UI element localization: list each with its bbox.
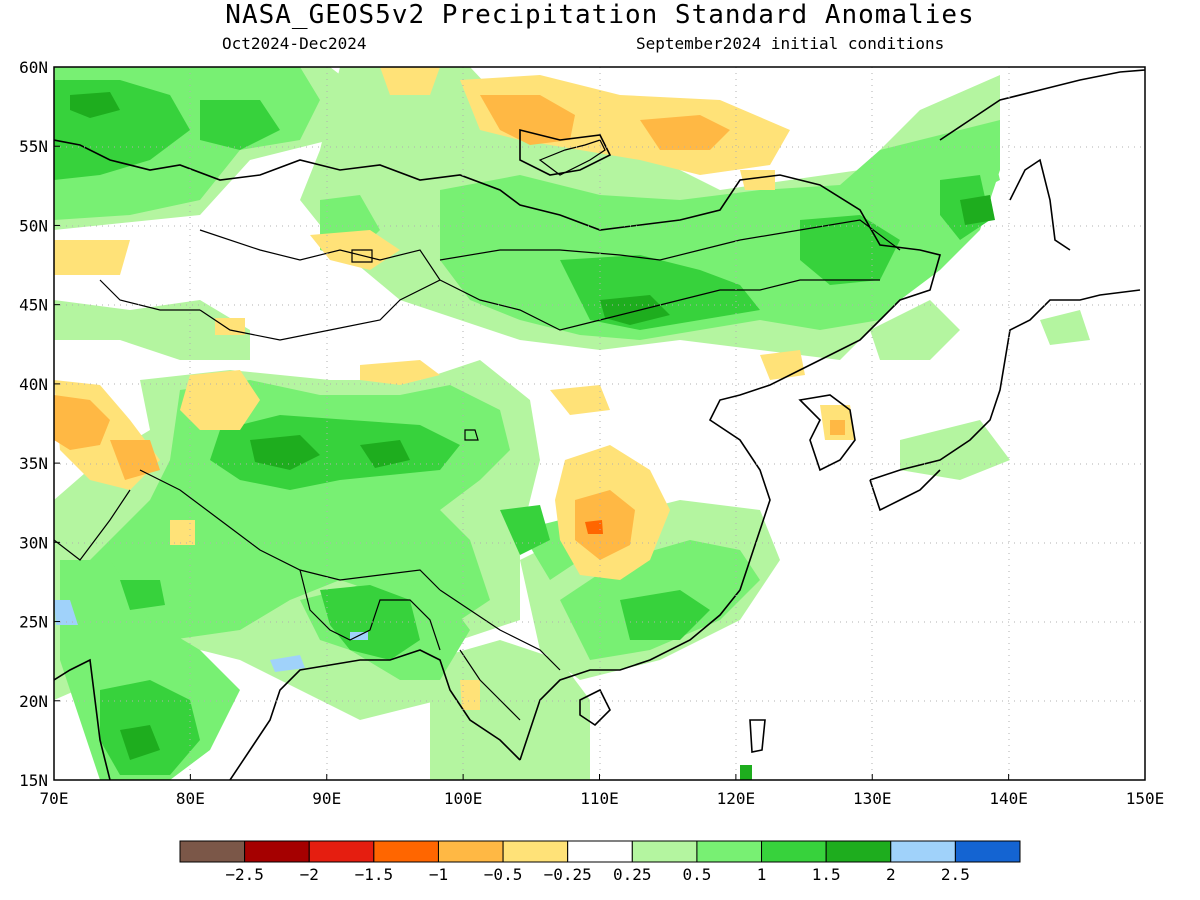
colorbar-swatch [761,840,827,863]
lat-tick-label: 40N [19,375,48,394]
colorbar-swatch [308,840,375,863]
colorbar-label: 0.25 [613,865,652,884]
colorbar-label: 0.5 [682,865,711,884]
colorbar-swatch [954,840,1021,863]
colorbar-label: −1.5 [355,865,394,884]
lat-tick-label: 60N [19,58,48,77]
anomaly-field [54,67,1145,780]
colorbar [179,840,1021,863]
colorbar-label: −2 [300,865,319,884]
lon-tick-label: 120E [717,789,756,808]
lakes [351,139,606,441]
lon-tick-label: 70E [40,789,69,808]
lon-tick-label: 80E [176,789,205,808]
coastlines [54,69,1145,780]
colorbar-swatch [890,840,956,863]
lat-tick-label: 25N [19,613,48,632]
colorbar-swatch [373,840,439,863]
lon-tick-label: 100E [444,789,483,808]
forecast-period: Oct2024-Dec2024 [222,34,367,53]
lon-tick-label: 110E [580,789,619,808]
map-title: NASA_GEOS5v2 Precipitation Standard Anom… [225,0,975,30]
anomaly-neg-0.5-1 [54,95,845,560]
anomaly-2-2.5 [54,600,368,672]
anomaly-1-1.5 [54,80,990,775]
colorbar-label: −0.5 [484,865,523,884]
colorbar-swatch [696,840,763,863]
anomaly-neg-1-1.5 [585,520,603,534]
lon-tick-label: 140E [989,789,1028,808]
colorbar-swatch [825,840,892,863]
lat-tick-label: 55N [19,137,48,156]
lat-tick-label: 35N [19,454,48,473]
colorbar-label: −2.5 [225,865,264,884]
colorbar-label: 2.5 [941,865,970,884]
colorbar-label: 1.5 [812,865,841,884]
colorbar-swatch [437,840,504,863]
colorbar-swatch [244,840,310,863]
lon-tick-label: 150E [1126,789,1165,808]
lat-tick-label: 45N [19,296,48,315]
latitude-axis: 15N 20N 25N 30N 35N 40N 45N 50N 55N 60N [19,58,60,790]
lat-tick-label: 50N [19,216,48,235]
lat-tick-label: 15N [19,771,48,790]
colorbar-label: −0.25 [544,865,592,884]
colorbar-labels: −2.5 −2 −1.5 −1 −0.5 −0.25 0.25 0.5 1 1.5 2 2.5 [225,865,969,884]
colorbar-swatch [631,840,698,863]
colorbar-swatch [179,840,246,863]
colorbar-label: 1 [757,865,767,884]
colorbar-swatch [502,840,569,863]
longitude-axis: 70E 80E 90E 100E 110E 120E 130E 140E 150E [40,774,1165,808]
colorbar-label: 2 [886,865,896,884]
lat-tick-label: 20N [19,692,48,711]
gridlines [54,67,1145,780]
initial-conditions: September2024 initial conditions [636,34,945,53]
lat-tick-label: 30N [19,533,48,552]
anomaly-1.5-2 [70,92,995,780]
lon-tick-label: 130E [853,789,892,808]
colorbar-label: −1 [429,865,448,884]
colorbar-swatch [567,840,633,863]
lon-tick-label: 90E [312,789,341,808]
